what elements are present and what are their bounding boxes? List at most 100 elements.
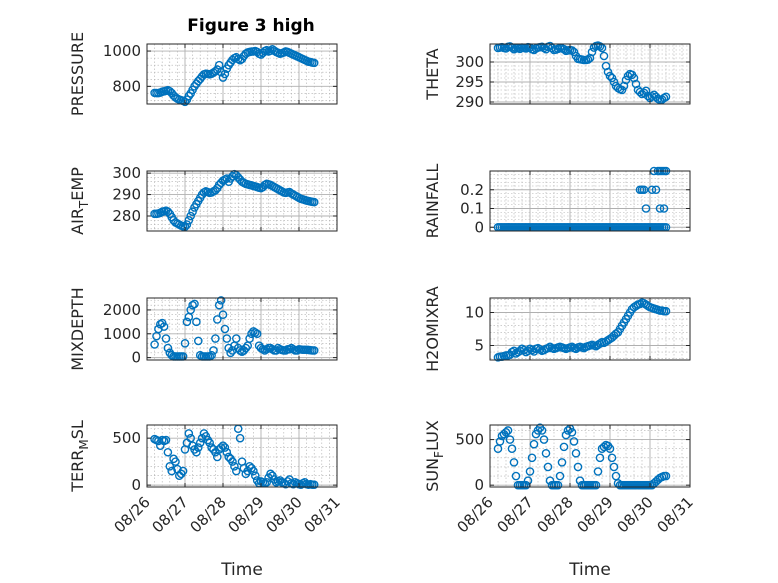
data-point <box>593 467 603 476</box>
data-point <box>505 435 515 444</box>
data-point <box>180 97 190 107</box>
data-point <box>309 480 319 489</box>
data-point <box>607 453 617 463</box>
data-point <box>529 439 539 449</box>
data-point <box>599 51 609 61</box>
data-point <box>571 448 581 458</box>
axes-box <box>146 297 338 361</box>
data-point <box>190 299 199 309</box>
data-point <box>523 476 533 485</box>
y-axis-label: H2OMIXRA <box>423 286 442 372</box>
data-point <box>161 334 171 343</box>
y-tick-label: 280 <box>112 207 141 225</box>
data-point <box>543 462 553 472</box>
data-point <box>231 334 241 343</box>
y-tick-label: 0 <box>131 476 141 494</box>
x-tick-label: 08/26 <box>454 493 497 536</box>
data-point <box>501 44 511 53</box>
data-point <box>222 447 232 457</box>
data-point <box>507 444 517 454</box>
data-point <box>249 466 258 476</box>
data-point <box>539 435 549 444</box>
data-point <box>661 92 671 102</box>
axes-box <box>146 424 338 488</box>
series-markers <box>150 424 319 489</box>
plot-area <box>490 171 690 231</box>
data-point <box>609 462 619 472</box>
data-point <box>609 77 619 87</box>
data-point <box>218 310 228 319</box>
data-point <box>567 427 577 437</box>
y-tick-label: 500 <box>112 429 141 447</box>
data-point <box>193 336 203 346</box>
data-point <box>205 438 214 448</box>
y-axis-label: TERRMSL <box>68 420 91 493</box>
x-tick-label: 08/28 <box>534 493 577 536</box>
data-point <box>559 44 569 54</box>
y-tick-label: 0.2 <box>460 181 484 199</box>
subplot-4: 00.10.2 RAINFALL <box>423 164 691 238</box>
data-point <box>212 452 222 462</box>
data-point <box>165 462 175 471</box>
data-point <box>250 471 260 481</box>
y-axis-label: PRESSURE <box>68 32 87 116</box>
data-point <box>216 443 226 452</box>
x-tick-label: 08/26 <box>111 493 154 536</box>
data-point <box>651 185 661 195</box>
data-point <box>167 466 176 476</box>
data-point <box>573 462 583 472</box>
data-point <box>511 471 521 481</box>
series-markers <box>493 423 671 490</box>
data-point <box>639 185 649 195</box>
data-point <box>641 86 651 96</box>
data-point <box>195 438 205 448</box>
data-point <box>247 329 256 339</box>
data-point <box>184 215 194 225</box>
y-tick-label: 5 <box>474 336 484 354</box>
data-point <box>635 87 645 97</box>
data-point <box>571 344 581 354</box>
y-tick-label: 0 <box>474 476 484 494</box>
data-point <box>569 47 579 57</box>
x-axis-label: Time <box>220 560 263 580</box>
x-tick-label: 08/27 <box>149 493 192 536</box>
data-point <box>635 299 645 309</box>
y-axis-label: THETA <box>423 48 442 100</box>
y-tick-label: 2000 <box>103 301 141 319</box>
data-point <box>309 58 319 68</box>
data-point <box>211 334 220 343</box>
data-point <box>661 306 671 316</box>
data-point <box>515 346 525 356</box>
subplot-1: 800 1000 PRESSURE <box>68 32 338 116</box>
y-tick-label: 290 <box>112 186 141 204</box>
y-tick-label: 1000 <box>103 42 141 60</box>
data-point <box>163 343 173 353</box>
data-point <box>178 466 188 476</box>
data-point <box>643 91 653 101</box>
data-point <box>228 172 237 181</box>
data-point <box>647 185 657 195</box>
x-tick-label: 08/31 <box>301 493 344 536</box>
series-markers <box>150 296 319 361</box>
y-axis-label: AIRTEMP <box>68 167 91 235</box>
data-point <box>182 317 192 327</box>
data-point <box>193 443 203 452</box>
data-point <box>245 334 254 343</box>
y-tick-label: 300 <box>455 53 484 71</box>
y-tick-label: 800 <box>112 77 141 95</box>
data-point <box>266 469 275 479</box>
data-point <box>180 339 190 348</box>
data-point <box>212 315 222 324</box>
data-point <box>595 453 605 463</box>
data-point <box>545 342 555 352</box>
data-point <box>159 322 169 331</box>
data-point <box>252 329 262 339</box>
data-point <box>535 345 545 354</box>
data-point <box>617 85 627 95</box>
data-point <box>537 426 547 435</box>
y-tick-label: 290 <box>455 93 484 111</box>
axes-box <box>489 43 691 105</box>
